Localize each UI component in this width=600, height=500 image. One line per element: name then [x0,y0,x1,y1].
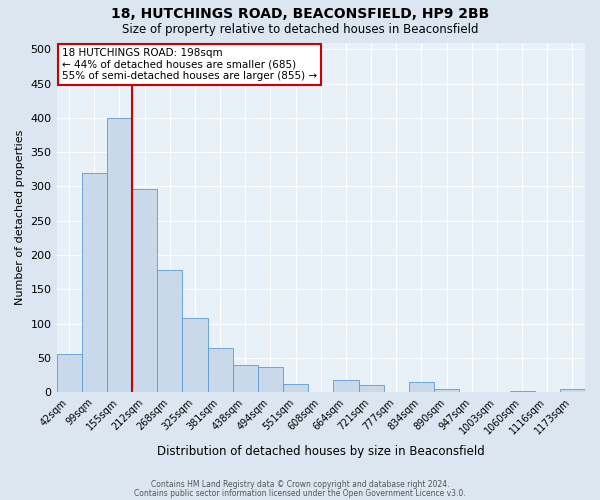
Bar [208,348,233,392]
Text: Contains public sector information licensed under the Open Government Licence v3: Contains public sector information licen… [134,488,466,498]
Bar [258,367,283,392]
Bar [434,388,459,392]
Bar [560,388,585,392]
X-axis label: Distribution of detached houses by size in Beaconsfield: Distribution of detached houses by size … [157,444,485,458]
Bar [157,270,182,392]
Y-axis label: Number of detached properties: Number of detached properties [15,130,25,305]
Bar [182,318,208,392]
Bar [233,364,258,392]
Bar [283,384,308,392]
Bar [509,391,535,392]
Bar [359,386,383,392]
Bar [409,382,434,392]
Bar [132,188,157,392]
Text: Size of property relative to detached houses in Beaconsfield: Size of property relative to detached ho… [122,22,478,36]
Text: 18 HUTCHINGS ROAD: 198sqm
← 44% of detached houses are smaller (685)
55% of semi: 18 HUTCHINGS ROAD: 198sqm ← 44% of detac… [62,48,317,81]
Bar [56,354,82,392]
Text: Contains HM Land Registry data © Crown copyright and database right 2024.: Contains HM Land Registry data © Crown c… [151,480,449,489]
Bar [82,173,107,392]
Text: 18, HUTCHINGS ROAD, BEACONSFIELD, HP9 2BB: 18, HUTCHINGS ROAD, BEACONSFIELD, HP9 2B… [111,8,489,22]
Bar [107,118,132,392]
Bar [334,380,359,392]
